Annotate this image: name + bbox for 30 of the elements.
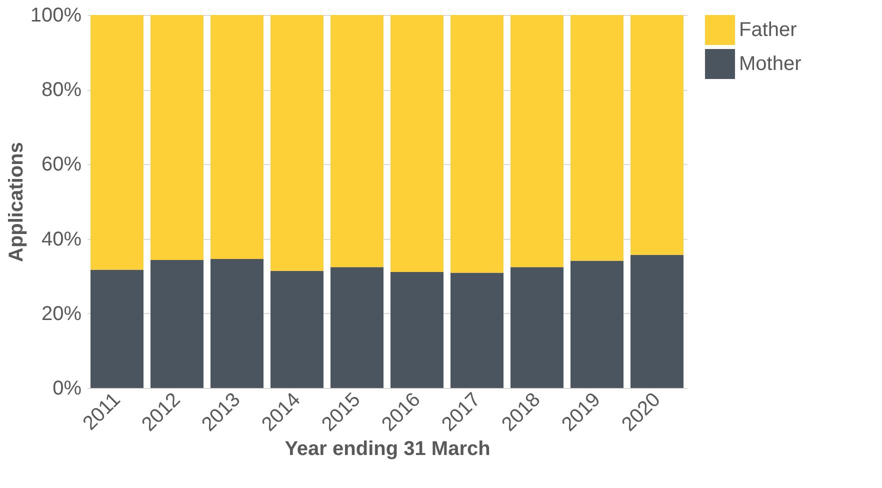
bar (210, 15, 264, 259)
bar (270, 270, 324, 388)
bar (630, 254, 684, 388)
legend-label: Mother (739, 53, 802, 75)
legend-label: Father (739, 19, 798, 41)
bar (450, 15, 504, 273)
bar (330, 267, 384, 388)
bar (630, 15, 684, 255)
bar (450, 272, 504, 388)
bar (570, 15, 624, 261)
bar (210, 258, 264, 388)
bar (90, 15, 144, 270)
bar (90, 270, 144, 388)
y-tick-label: 20% (41, 302, 82, 325)
bar (150, 15, 204, 260)
bar (150, 260, 204, 388)
y-tick-label: 40% (41, 228, 82, 250)
bar (390, 15, 444, 272)
bar (390, 272, 444, 388)
y-axis-title: Applications (5, 142, 28, 262)
bar (330, 15, 384, 268)
y-tick-label: 80% (41, 79, 82, 102)
bar (270, 15, 324, 271)
y-tick-label: 60% (41, 154, 82, 176)
x-axis-title: Year ending 31 March (284, 438, 490, 460)
bar (570, 260, 624, 388)
bar (510, 15, 564, 268)
y-tick-label: 0% (52, 378, 82, 400)
bar (510, 267, 564, 388)
y-tick-label: 100% (30, 4, 82, 26)
